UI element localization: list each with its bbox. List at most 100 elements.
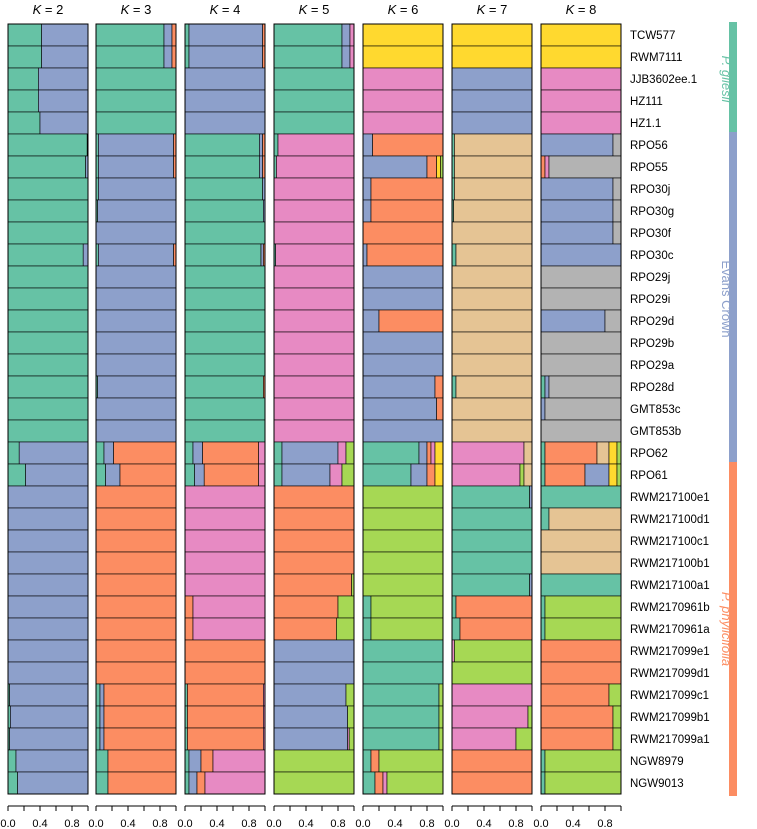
panel-k4: K = 4 0.0 0.4 0.8 xyxy=(177,2,266,829)
bar-segment xyxy=(7,353,89,377)
bar-segment xyxy=(374,771,384,795)
bar-segment xyxy=(540,67,622,91)
bar-segment xyxy=(608,441,618,465)
bar-segment xyxy=(345,683,355,707)
bar-segment xyxy=(347,705,355,729)
bar-segment xyxy=(434,375,444,399)
panel-k6: K = 6 0.0 0.4 0.8 xyxy=(355,2,444,829)
sample-label: RWM217099e1 xyxy=(630,646,710,658)
bar-segment xyxy=(184,265,266,289)
bar-segment xyxy=(194,463,205,487)
bar-segment xyxy=(436,397,444,421)
panel-title: K = 4 xyxy=(210,2,241,17)
panel-title: K = 2 xyxy=(33,2,64,17)
bar-segment xyxy=(451,683,533,707)
bar-segment xyxy=(540,595,546,619)
bar-segment xyxy=(341,45,351,69)
panel-frame xyxy=(540,23,622,795)
bar-segment xyxy=(273,573,352,597)
bar-segment xyxy=(451,419,533,443)
bar-segment xyxy=(451,397,533,421)
bar-segment xyxy=(362,771,376,795)
bar-segment xyxy=(7,287,89,311)
bar-segment xyxy=(273,463,283,487)
bar-segment xyxy=(95,749,109,773)
sample-label: RPO28d xyxy=(630,382,674,394)
sample-label: NGW9013 xyxy=(630,778,684,790)
bar-segment xyxy=(7,155,86,179)
sample-label: RWM217100c1 xyxy=(630,536,709,548)
bar-segment xyxy=(184,89,266,113)
bar-segment xyxy=(540,683,610,707)
bar-segment xyxy=(455,595,533,619)
bar-segment xyxy=(184,133,260,157)
sample-label: RWM217099c1 xyxy=(630,690,709,702)
bar-segment xyxy=(362,463,412,487)
bar-segment xyxy=(7,573,89,597)
bar-segment xyxy=(451,375,457,399)
bar-segment xyxy=(184,309,266,333)
bar-segment xyxy=(540,639,622,663)
bar-segment xyxy=(273,661,355,685)
bar-segment xyxy=(362,309,380,333)
bar-segment xyxy=(362,749,372,773)
x-tick-label: 0.4 xyxy=(476,818,491,829)
sample-label: GMT853b xyxy=(630,426,681,438)
bar-segment xyxy=(362,441,420,465)
bar-segment xyxy=(95,89,177,113)
bar-segment xyxy=(451,551,533,575)
bar-segment xyxy=(171,45,177,69)
bar-segment xyxy=(540,463,546,487)
bar-segment xyxy=(612,177,622,201)
bar-segment xyxy=(105,463,121,487)
sample-label: RWM217099b1 xyxy=(630,712,710,724)
bar-segment xyxy=(451,573,530,597)
bar-segment xyxy=(107,749,177,773)
panel-title: K = 5 xyxy=(299,2,330,17)
bar-segment xyxy=(341,23,351,47)
bar-segment xyxy=(273,265,355,289)
bar-segment xyxy=(273,529,355,553)
bar-segment xyxy=(544,771,622,795)
bar-segment xyxy=(362,507,444,531)
bar-segment xyxy=(103,441,114,465)
bar-segment xyxy=(276,155,355,179)
bar-segment xyxy=(273,111,355,135)
bar-segment xyxy=(7,45,42,69)
x-tick-label: 0.0 xyxy=(533,818,548,829)
panel-title: K = 3 xyxy=(121,2,152,17)
bar-segment xyxy=(273,727,348,751)
x-tick-label: 0.4 xyxy=(209,818,224,829)
bar-segment xyxy=(184,23,190,47)
bar-segment xyxy=(451,595,457,619)
bar-segment xyxy=(38,67,89,91)
bar-segment xyxy=(451,463,521,487)
sample-label: RPO55 xyxy=(630,162,668,174)
sample-label: RWM2170961a xyxy=(630,624,710,636)
bar-segment xyxy=(202,441,259,465)
bar-segment xyxy=(273,89,355,113)
bar-segment xyxy=(544,441,598,465)
bar-segment xyxy=(451,23,533,47)
bar-segment xyxy=(515,727,533,751)
sample-label: HZ111 xyxy=(630,96,663,108)
bar-segment xyxy=(95,507,177,531)
bar-segment xyxy=(7,133,88,157)
bar-segment xyxy=(25,463,89,487)
bar-segment xyxy=(113,441,177,465)
bar-segment xyxy=(98,133,174,157)
bar-segment xyxy=(163,45,173,69)
panel-k3: K = 3 0.0 0.4 0.8 xyxy=(88,2,177,829)
bar-segment xyxy=(95,441,105,465)
bar-segment xyxy=(540,331,622,355)
bar-segment xyxy=(362,661,444,685)
bar-segment xyxy=(7,595,89,619)
bar-segment xyxy=(540,529,622,553)
x-tick-label: 0.0 xyxy=(444,818,459,829)
bar-segment xyxy=(370,199,444,223)
bar-segment xyxy=(258,441,266,465)
bar-segment xyxy=(273,705,348,729)
bar-segment xyxy=(362,89,444,113)
bar-segment xyxy=(426,441,432,465)
sample-label: RWM217100d1 xyxy=(630,514,710,526)
